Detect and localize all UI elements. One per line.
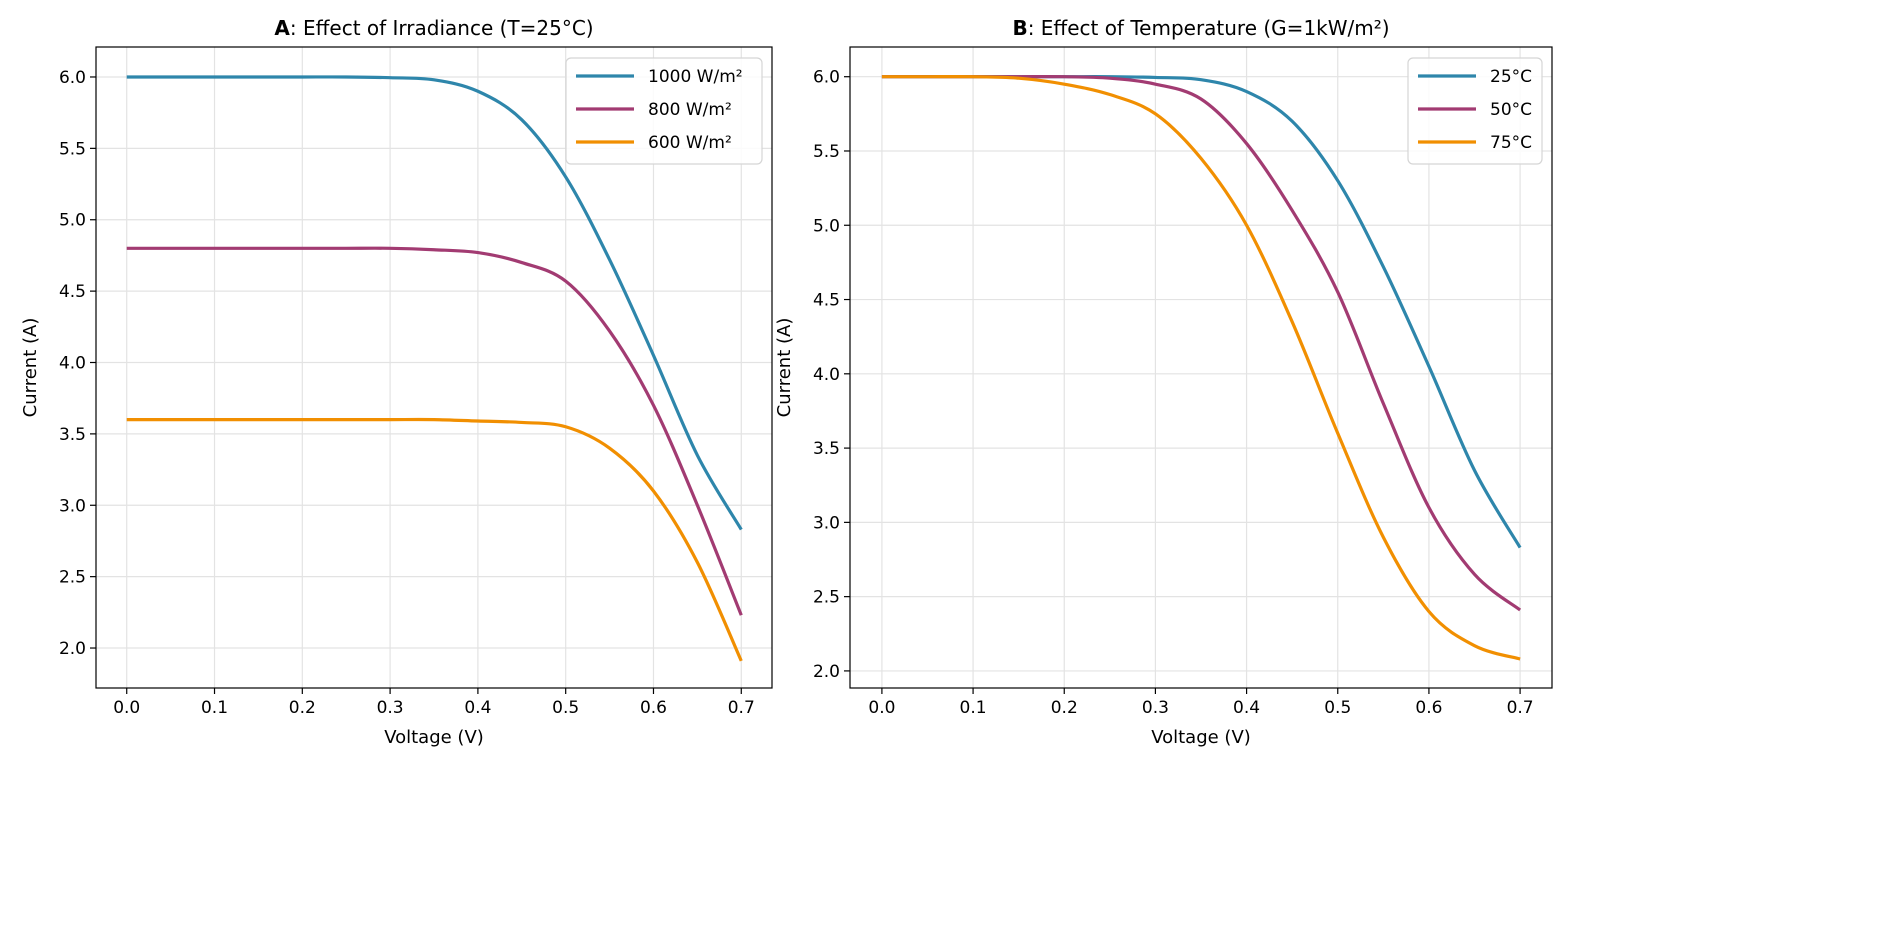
series-line-0 <box>126 75 743 531</box>
legend: 25°C 50°C 75°C <box>1407 57 1543 165</box>
chart-title: B: Effect of Temperature (G=1kW/m²) <box>1012 16 1389 40</box>
x-tick-label: 0.2 <box>1051 698 1078 718</box>
y-tick-label: 5.5 <box>59 139 86 159</box>
series-line-2 <box>126 417 743 662</box>
legend-label-0: 1000 W/m² <box>648 67 743 87</box>
x-axis-label: Voltage (V) <box>384 727 484 748</box>
legend-box <box>565 57 763 165</box>
x-tick-label: 0.6 <box>1415 698 1442 718</box>
x-tick-label: 0.5 <box>1324 698 1351 718</box>
x-tick-label: 0.4 <box>464 698 491 718</box>
legend-label-2: 75°C <box>1490 133 1532 153</box>
legend-label-1: 50°C <box>1490 100 1532 120</box>
legend: 1000 W/m² 800 W/m² 600 W/m² <box>565 57 763 165</box>
y-tick-label: 4.5 <box>59 282 86 302</box>
chart-title: A: Effect of Irradiance (T=25°C) <box>274 16 593 40</box>
y-tick-label: 4.0 <box>59 354 86 374</box>
legend-label-0: 25°C <box>1490 67 1532 87</box>
title-text: : Effect of Temperature (G=1kW/m²) <box>1028 16 1390 40</box>
y-tick-label: 4.0 <box>813 365 840 385</box>
x-tick-label: 0.0 <box>868 698 895 718</box>
x-tick-label: 0.1 <box>201 698 228 718</box>
title-panel-letter: B <box>1012 16 1027 40</box>
x-tick-label: 0.1 <box>960 698 987 718</box>
y-tick-label: 5.0 <box>59 211 86 231</box>
y-tick-label: 2.5 <box>59 568 86 588</box>
y-tick-label: 2.0 <box>59 639 86 659</box>
y-tick-label: 2.5 <box>813 588 840 608</box>
y-tick-label: 3.0 <box>813 513 840 533</box>
y-tick-label: 6.0 <box>59 68 86 88</box>
y-tick-label: 4.5 <box>813 291 840 311</box>
legend-label-1: 800 W/m² <box>648 100 732 120</box>
x-tick-label: 0.7 <box>1507 698 1534 718</box>
y-tick-label: 5.0 <box>813 216 840 236</box>
y-tick-label: 3.5 <box>59 425 86 445</box>
x-tick-label: 0.6 <box>640 698 667 718</box>
y-tick-label: 3.5 <box>813 439 840 459</box>
y-tick-label: 6.0 <box>813 68 840 88</box>
y-axis-label: Current (A) <box>20 318 41 418</box>
x-tick-label: 0.4 <box>1233 698 1260 718</box>
x-axis-label: Voltage (V) <box>1151 727 1251 748</box>
y-tick-label: 5.5 <box>813 142 840 162</box>
x-tick-label: 0.7 <box>728 698 755 718</box>
legend-label-2: 600 W/m² <box>648 133 732 153</box>
x-tick-label: 0.2 <box>289 698 316 718</box>
series-line-2 <box>881 75 1521 661</box>
y-tick-label: 3.0 <box>59 496 86 516</box>
x-tick-label: 0.0 <box>113 698 140 718</box>
y-axis-label: Current (A) <box>774 318 795 418</box>
axes-frame <box>95 46 773 689</box>
series-line-1 <box>126 246 743 616</box>
chart-a: 0.0 0.1 0.2 0.3 0.4 0.5 0.6 0.7 2.0 2.5 3.0 3.5 4.0 4… <box>20 16 773 748</box>
title-panel-letter: A <box>274 16 290 40</box>
x-tick-label: 0.3 <box>1142 698 1169 718</box>
y-tick-label: 2.0 <box>813 662 840 682</box>
legend-box <box>1407 57 1543 165</box>
axes-frame <box>849 46 1553 689</box>
x-tick-label: 0.5 <box>552 698 579 718</box>
chart-b: 0.0 0.1 0.2 0.3 0.4 0.5 0.6 0.7 2.0 2.5 3.0 3.5 4.0 4… <box>774 16 1553 748</box>
x-tick-label: 0.3 <box>377 698 404 718</box>
title-text: : Effect of Irradiance (T=25°C) <box>290 16 594 40</box>
